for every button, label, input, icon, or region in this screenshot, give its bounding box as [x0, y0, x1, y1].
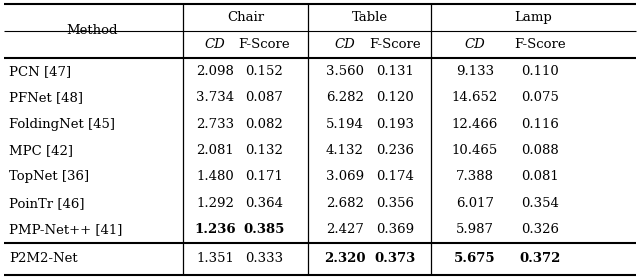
- Text: 3.734: 3.734: [196, 91, 234, 104]
- Text: 2.682: 2.682: [326, 197, 364, 210]
- Text: 0.110: 0.110: [521, 65, 559, 78]
- Text: 10.465: 10.465: [452, 144, 498, 157]
- Text: 0.152: 0.152: [245, 65, 283, 78]
- Text: PCN [47]: PCN [47]: [9, 65, 71, 78]
- Text: 0.333: 0.333: [245, 252, 283, 266]
- Text: 0.131: 0.131: [376, 65, 414, 78]
- Text: 2.320: 2.320: [324, 252, 365, 266]
- Text: 0.174: 0.174: [376, 170, 414, 183]
- Text: 0.075: 0.075: [521, 91, 559, 104]
- Text: 0.087: 0.087: [245, 91, 283, 104]
- Text: 2.427: 2.427: [326, 223, 364, 236]
- Text: 0.236: 0.236: [376, 144, 414, 157]
- Text: 0.364: 0.364: [245, 197, 283, 210]
- Text: 5.194: 5.194: [326, 117, 364, 131]
- Text: 2.733: 2.733: [196, 117, 234, 131]
- Text: 0.369: 0.369: [376, 223, 414, 236]
- Text: CD: CD: [465, 38, 485, 51]
- Text: TopNet [36]: TopNet [36]: [9, 170, 89, 183]
- Text: 1.236: 1.236: [194, 223, 236, 236]
- Text: 3.560: 3.560: [326, 65, 364, 78]
- Text: 0.081: 0.081: [521, 170, 559, 183]
- Text: Method: Method: [67, 25, 118, 37]
- Text: 0.132: 0.132: [245, 144, 283, 157]
- Text: 1.292: 1.292: [196, 197, 234, 210]
- Text: F-Score: F-Score: [238, 38, 290, 51]
- Text: 0.088: 0.088: [521, 144, 559, 157]
- Text: Chair: Chair: [227, 11, 264, 24]
- Text: 5.675: 5.675: [454, 252, 496, 266]
- Text: CD: CD: [205, 38, 225, 51]
- Text: Lamp: Lamp: [515, 11, 552, 24]
- Text: 9.133: 9.133: [456, 65, 494, 78]
- Text: 7.388: 7.388: [456, 170, 494, 183]
- Text: P2M2-Net: P2M2-Net: [9, 252, 77, 266]
- Text: PoinTr [46]: PoinTr [46]: [9, 197, 84, 210]
- Text: 5.987: 5.987: [456, 223, 494, 236]
- Text: F-Score: F-Score: [369, 38, 421, 51]
- Text: PFNet [48]: PFNet [48]: [9, 91, 83, 104]
- Text: 2.081: 2.081: [196, 144, 234, 157]
- Text: 0.326: 0.326: [521, 223, 559, 236]
- Text: 0.116: 0.116: [521, 117, 559, 131]
- Text: 0.354: 0.354: [521, 197, 559, 210]
- Text: 2.098: 2.098: [196, 65, 234, 78]
- Text: 6.017: 6.017: [456, 197, 494, 210]
- Text: 0.373: 0.373: [374, 252, 415, 266]
- Text: 0.171: 0.171: [245, 170, 283, 183]
- Text: 1.351: 1.351: [196, 252, 234, 266]
- Text: 12.466: 12.466: [452, 117, 498, 131]
- Text: PMP-Net++ [41]: PMP-Net++ [41]: [9, 223, 122, 236]
- Text: Table: Table: [351, 11, 388, 24]
- Text: 3.069: 3.069: [326, 170, 364, 183]
- Text: MPC [42]: MPC [42]: [9, 144, 73, 157]
- Text: 6.282: 6.282: [326, 91, 364, 104]
- Text: 0.372: 0.372: [519, 252, 561, 266]
- Text: 0.385: 0.385: [243, 223, 285, 236]
- Text: 0.193: 0.193: [376, 117, 414, 131]
- Text: 0.082: 0.082: [245, 117, 283, 131]
- Text: 0.356: 0.356: [376, 197, 414, 210]
- Text: FoldingNet [45]: FoldingNet [45]: [9, 117, 115, 131]
- Text: CD: CD: [335, 38, 355, 51]
- Text: 4.132: 4.132: [326, 144, 364, 157]
- Text: 0.120: 0.120: [376, 91, 414, 104]
- Text: 14.652: 14.652: [452, 91, 498, 104]
- Text: F-Score: F-Score: [514, 38, 566, 51]
- Text: 1.480: 1.480: [196, 170, 234, 183]
